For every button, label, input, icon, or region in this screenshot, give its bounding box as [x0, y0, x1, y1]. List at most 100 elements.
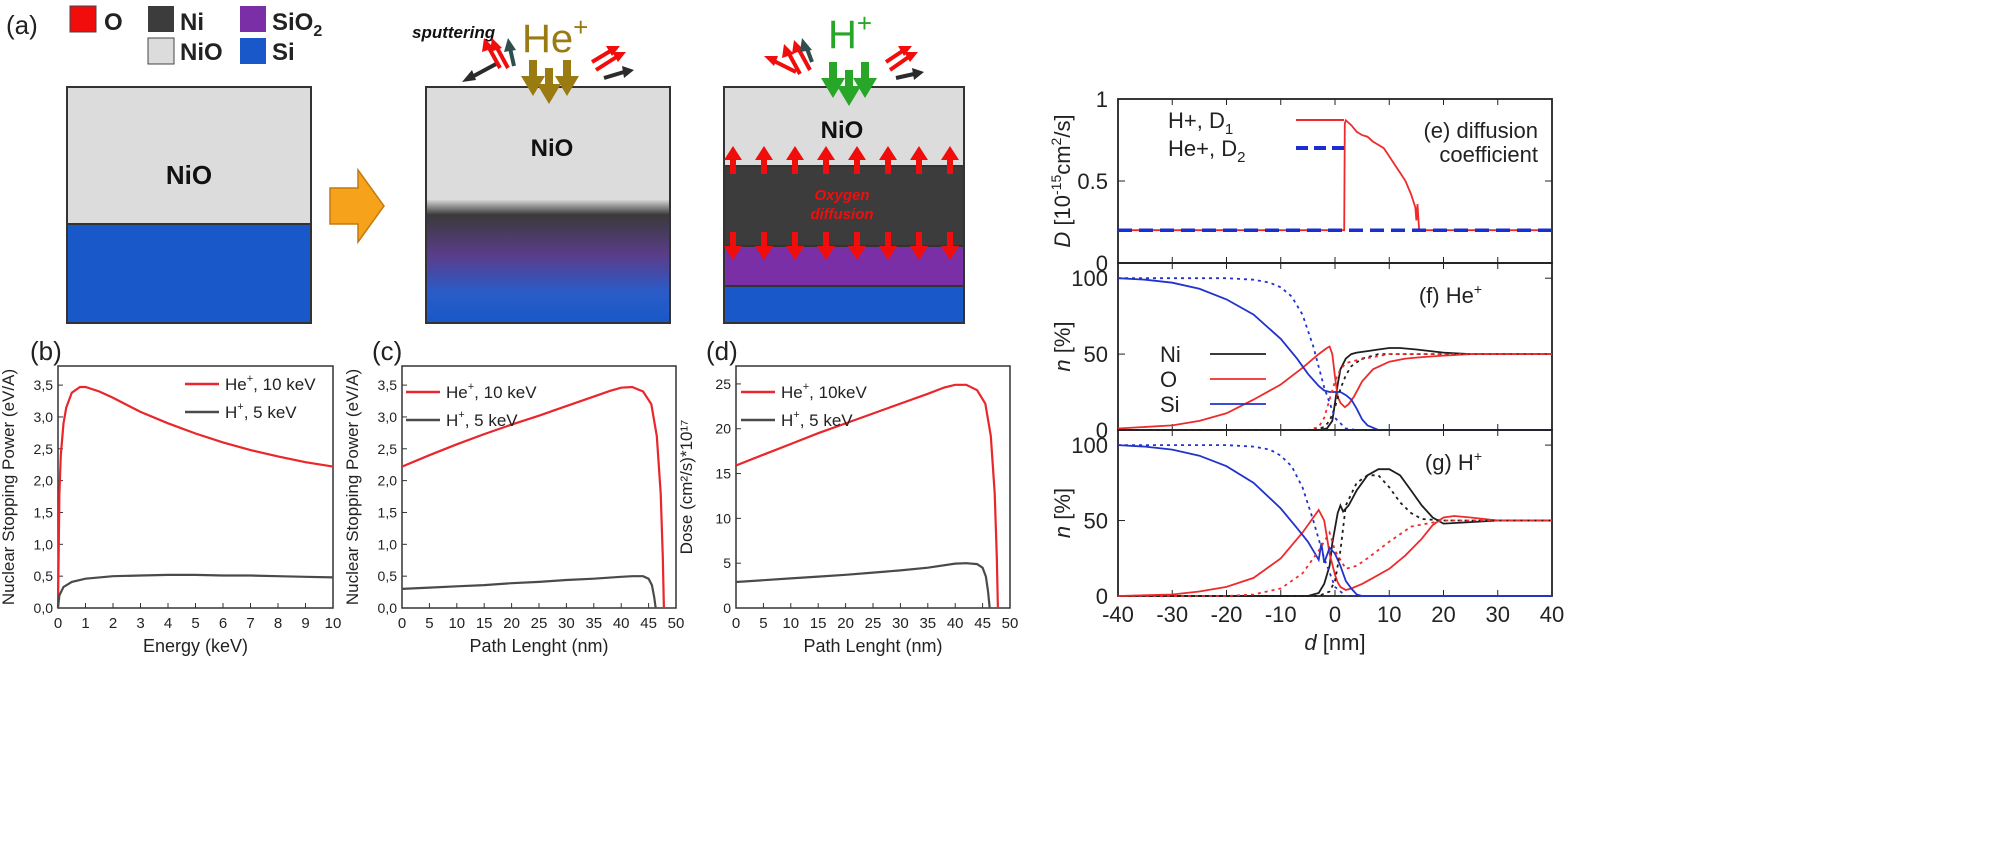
x-tick-label: -20 — [1211, 602, 1243, 627]
y-tick-label: 0 — [1096, 418, 1108, 443]
legend-energy: , 5 keV — [465, 411, 519, 430]
legend-label: He+, 10 keV — [446, 381, 537, 402]
x-tick-label: 0 — [1329, 602, 1341, 627]
legend-energy: , 10 keV — [253, 375, 316, 394]
legend-label: H+, 5 keV — [446, 409, 518, 430]
x-tick-label: 50 — [668, 615, 685, 632]
y-tick-label: 3,0 — [34, 409, 54, 425]
oxygen-down-arrows-icon — [724, 232, 959, 260]
si-layer-1 — [66, 223, 312, 324]
oxygen-down-arrow — [724, 232, 742, 260]
x-tick-label: 25 — [531, 615, 548, 632]
legend-swatch-sio2 — [240, 6, 266, 32]
series-line — [1118, 118, 1552, 232]
oxygen-down-arrow — [817, 232, 835, 260]
legend-ion-charge: + — [803, 381, 809, 393]
x-tick-label: 20 — [1431, 602, 1455, 627]
legend-sub: 1 — [1225, 121, 1233, 138]
sio2-main: SiO — [272, 9, 313, 36]
chart-panel-d: (d) 0 5 10 15 20 25 30 35 40 45 50 0 5 10 15 20 25 Path Le… — [677, 336, 1018, 656]
x-tick-label: 7 — [246, 615, 254, 632]
y-tick-label: 2,0 — [34, 473, 54, 489]
y-tick-label: 1,0 — [34, 536, 54, 552]
x-tick-label: 0 — [732, 615, 740, 632]
y-tick-label: 15 — [715, 466, 731, 482]
oxygen-down-arrow — [879, 232, 897, 260]
legend-energy: , 5 keV — [800, 411, 854, 430]
y-tick-label: 5 — [723, 555, 731, 571]
legend-ion-charge: + — [458, 409, 464, 421]
x-tick-label: 10 — [448, 615, 465, 632]
x-tick-label: 15 — [810, 615, 827, 632]
y-axis-label: Dose (cm²/s)*10¹⁷ — [677, 420, 696, 555]
y-tick-label: 1,5 — [34, 504, 54, 520]
x-tick-label: 0 — [54, 615, 62, 632]
legend-ion-charge: + — [793, 409, 799, 421]
sputtering-label: sputtering — [412, 23, 496, 42]
series-line — [1118, 444, 1552, 597]
series-line — [1117, 345, 1552, 430]
legend-swatch-ni — [148, 6, 174, 32]
y-tick-label: 0 — [1096, 251, 1108, 276]
x-tick-label: -10 — [1265, 602, 1297, 627]
series-line-he — [56, 385, 334, 609]
legend-ion: H — [225, 403, 237, 422]
plot-frame — [401, 365, 677, 609]
oxygen-up-arrow — [941, 146, 959, 174]
legend-ion-charge: + — [237, 401, 243, 413]
x-tick-label: 40 — [613, 615, 630, 632]
sputtered-atoms-arrows-icon — [462, 38, 634, 82]
x-axis-label: d [nm] — [1304, 630, 1365, 655]
y-axis-unit: [%] — [1050, 321, 1075, 353]
oxygen-up-arrow — [786, 146, 804, 174]
series-line-he — [735, 383, 999, 609]
panel-label: (b) — [30, 336, 62, 366]
oxygen-down-arrow — [910, 232, 928, 260]
y-tick-label: 0,0 — [378, 600, 398, 616]
y-axis-symbol: n — [1050, 353, 1075, 371]
y-axis-unit: [10 — [1050, 195, 1075, 226]
legend-energy: , 10keV — [809, 383, 867, 402]
process-arrow-icon — [329, 167, 385, 245]
h-ion-main: H — [828, 13, 857, 57]
series-line — [1118, 474, 1552, 597]
x-tick-label: 5 — [425, 615, 433, 632]
x-axis-label: Path Lenght (nm) — [803, 636, 942, 656]
y-axis-label: Nuclear Stopping Power (eV/A) — [343, 369, 362, 605]
legend-swatch-si — [240, 38, 266, 64]
y-tick-label: 0 — [1096, 584, 1108, 609]
x-tick-label: -30 — [1156, 602, 1188, 627]
he-ion-arrows-icon — [521, 60, 579, 104]
h-sputtered-arrows-icon — [764, 38, 924, 80]
block2-label: NiO — [531, 135, 574, 162]
oxygen-up-arrow — [848, 146, 866, 174]
annotation-charge: + — [1474, 448, 1482, 464]
nio-layer-2 — [426, 87, 670, 207]
x-tick-label: -40 — [1102, 602, 1134, 627]
y-tick-label: 1 — [1096, 87, 1108, 112]
oxygen-up-arrow — [910, 146, 928, 174]
chart-panel-c: (c) 0 5 10 15 20 25 30 35 40 45 50 0,0 0,5 1,0 1,5 2,0 2,… — [343, 336, 684, 656]
material-legend: O Ni NiO SiO2 Si — [69, 5, 322, 66]
y-tick-label: 100 — [1071, 266, 1108, 291]
legend-ion: He — [781, 383, 803, 402]
y-tick-label: 100 — [1071, 433, 1108, 458]
chart-panel-e: 00.51D [10-15cm2/s] (e) diffusioncoeffici… — [1048, 87, 1553, 276]
sample-block-he: NiO sputtering He+ — [412, 12, 671, 324]
series-line-h — [735, 562, 991, 609]
x-axis-label: Energy (keV) — [143, 636, 248, 656]
panel-label-a: (a) — [6, 10, 38, 40]
he-ion-label: He+ — [522, 12, 588, 61]
legend-label: He+, 10keV — [781, 381, 867, 402]
oxygen-down-arrow — [786, 232, 804, 260]
legend-ion: H — [781, 411, 793, 430]
x-tick-label: 20 — [503, 615, 520, 632]
oxygen-up-arrow — [879, 146, 897, 174]
oxygen-up-arrow — [755, 146, 773, 174]
x-tick-label: 9 — [301, 615, 309, 632]
x-tick-label: 45 — [974, 615, 991, 632]
y-tick-label: 3,5 — [378, 377, 398, 393]
y-tick-label: 2,0 — [378, 473, 398, 489]
si-layer-3 — [723, 285, 965, 324]
